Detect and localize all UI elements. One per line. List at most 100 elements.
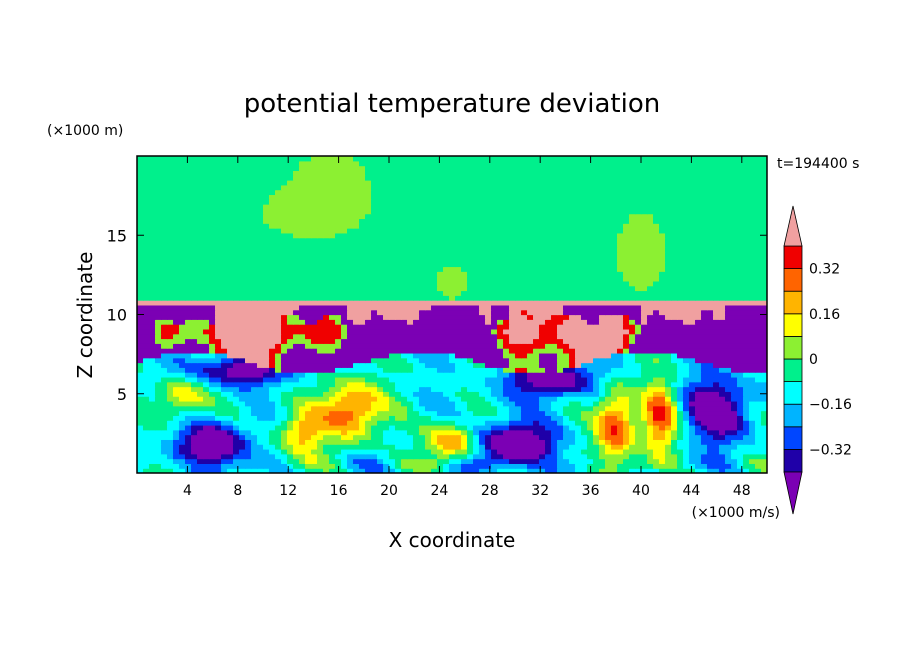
field-cell: [551, 400, 558, 407]
field-cell: [449, 319, 456, 325]
field-cell: [443, 352, 450, 359]
field-cell: [743, 324, 750, 330]
field-cell: [143, 357, 150, 364]
field-cell: [173, 415, 180, 421]
field-cell: [191, 324, 198, 330]
field-cell: [731, 271, 738, 277]
field-cell: [533, 453, 540, 460]
field-cell: [281, 362, 288, 368]
field-cell: [257, 271, 264, 277]
field-cell: [233, 434, 240, 440]
field-cell: [605, 463, 612, 469]
field-cell: [359, 338, 366, 344]
field-cell: [479, 357, 486, 364]
field-cell: [587, 357, 594, 364]
field-cell: [161, 314, 168, 320]
field-cell: [749, 400, 756, 407]
field-cell: [293, 458, 300, 464]
field-cell: [587, 381, 594, 388]
field-cell: [611, 357, 618, 364]
field-cell: [509, 333, 516, 340]
field-cell: [581, 304, 588, 311]
field-cell: [431, 338, 438, 344]
field-cell: [287, 453, 294, 460]
field-cell: [731, 420, 738, 426]
field-cell: [521, 400, 528, 407]
field-cell: [293, 309, 300, 316]
field-cell: [557, 266, 564, 272]
field-cell: [701, 439, 708, 445]
field-cell: [149, 352, 156, 359]
field-cell: [731, 439, 738, 445]
field-cell: [257, 362, 264, 368]
field-cell: [365, 309, 372, 316]
field-cell: [209, 280, 216, 287]
field-cell: [227, 463, 234, 469]
field-cell: [155, 271, 162, 277]
field-cell: [293, 405, 300, 412]
field-cell: [527, 372, 534, 378]
field-cell: [737, 271, 744, 277]
field-cell: [269, 314, 276, 320]
field-cell: [209, 242, 216, 248]
field-cell: [503, 357, 510, 364]
field-cell: [161, 453, 168, 460]
field-cell: [521, 352, 528, 359]
field-cell: [383, 256, 390, 263]
field-cell: [563, 309, 570, 316]
field-cell: [545, 352, 552, 359]
field-cell: [173, 319, 180, 325]
field-cell: [425, 405, 432, 412]
field-cell: [245, 357, 252, 364]
field-cell: [659, 285, 666, 292]
field-cell: [593, 324, 600, 330]
field-cell: [761, 357, 767, 364]
field-cell: [419, 410, 426, 416]
field-cell: [623, 280, 630, 287]
field-cell: [707, 439, 714, 445]
field-cell: [227, 338, 234, 344]
field-cell: [161, 276, 168, 282]
field-cell: [557, 285, 564, 292]
field-cell: [341, 453, 348, 460]
field-cell: [149, 280, 156, 287]
field-cell: [155, 405, 162, 412]
field-cell: [167, 439, 174, 445]
field-cell: [173, 434, 180, 440]
field-cell: [467, 256, 474, 263]
field-cell: [515, 328, 522, 335]
field-cell: [167, 386, 174, 392]
field-cell: [695, 266, 702, 272]
field-cell: [593, 319, 600, 325]
field-cell: [257, 448, 264, 455]
field-cell: [161, 439, 168, 445]
field-cell: [305, 420, 312, 426]
field-cell: [515, 468, 522, 473]
field-cell: [623, 420, 630, 426]
field-cell: [161, 405, 168, 412]
field-cell: [425, 285, 432, 292]
field-cell: [569, 439, 576, 445]
field-cell: [389, 391, 396, 397]
field-cell: [725, 429, 732, 436]
field-cell: [347, 434, 354, 440]
field-cell: [659, 415, 666, 421]
field-cell: [251, 448, 258, 455]
field-cell: [629, 448, 636, 455]
field-cell: [311, 444, 318, 450]
field-cell: [293, 276, 300, 282]
field-cell: [653, 400, 660, 407]
field-cell: [191, 391, 198, 397]
field-cell: [647, 434, 654, 440]
field-cell: [545, 295, 552, 301]
field-cell: [695, 410, 702, 416]
field-cell: [725, 280, 732, 287]
field-cell: [749, 352, 756, 359]
field-cell: [233, 420, 240, 426]
field-cell: [623, 290, 630, 296]
field-cell: [665, 333, 672, 340]
field-cell: [689, 290, 696, 296]
field-cell: [443, 280, 450, 287]
field-cell: [425, 448, 432, 455]
field-cell: [281, 429, 288, 436]
